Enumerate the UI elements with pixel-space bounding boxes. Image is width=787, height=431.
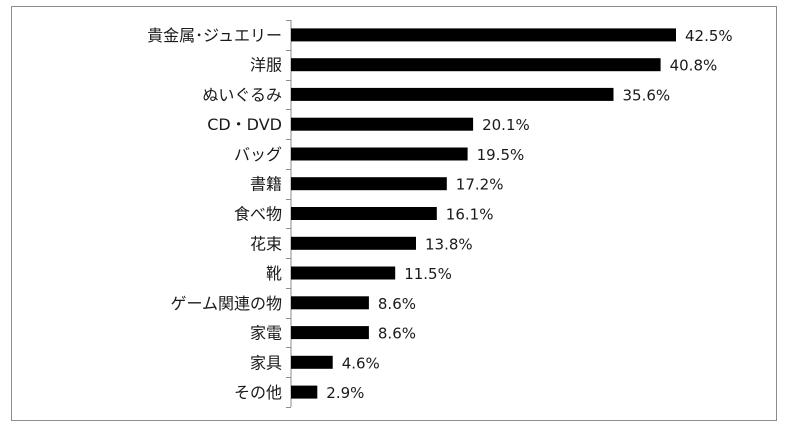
category-label: 食べ物 [234,205,282,224]
category-label: 靴 [266,264,282,283]
data-label: 20.1% [482,116,530,134]
data-label: 8.6% [378,295,416,313]
data-label: 16.1% [446,206,494,224]
category-label: ぬいぐるみ [202,85,282,104]
bar [291,117,474,131]
category-label: 洋服 [250,56,282,75]
data-label: 11.5% [404,265,452,283]
data-label: 17.2% [456,176,504,194]
data-label: 13.8% [425,235,473,253]
axis-layer [286,20,292,408]
data-label: 19.5% [477,146,525,164]
category-label: 家電 [250,324,282,343]
bar [291,355,333,369]
bar [291,28,676,42]
data-label: 2.9% [326,384,364,402]
category-label: 花束 [250,234,282,253]
bar [291,296,369,310]
bar [291,147,468,161]
bar [291,266,396,280]
category-label: 書籍 [250,175,282,194]
bar [291,207,437,220]
label-layer: 貴金属･ジュエリー 42.5% 洋服 40.8% ぬいぐるみ 35.6% CD・DVD 20.… [147,26,733,402]
bar-layer [291,28,676,399]
category-label: 家具 [250,353,282,372]
data-label: 40.8% [670,57,718,75]
bar [291,326,369,340]
bar [291,177,447,191]
data-label: 4.6% [342,354,380,372]
category-label: その他 [234,383,282,402]
data-label: 42.5% [685,27,733,45]
bar [291,58,661,72]
category-label: 貴金属･ジュエリー [147,26,282,45]
category-label: ゲーム関連の物 [170,294,282,313]
category-label: バッグ [234,145,282,164]
bar [291,385,318,399]
bar [291,87,614,101]
data-label: 8.6% [378,325,416,343]
bar [291,236,416,250]
category-label: CD・DVD [207,115,282,134]
data-label: 35.6% [623,86,671,104]
